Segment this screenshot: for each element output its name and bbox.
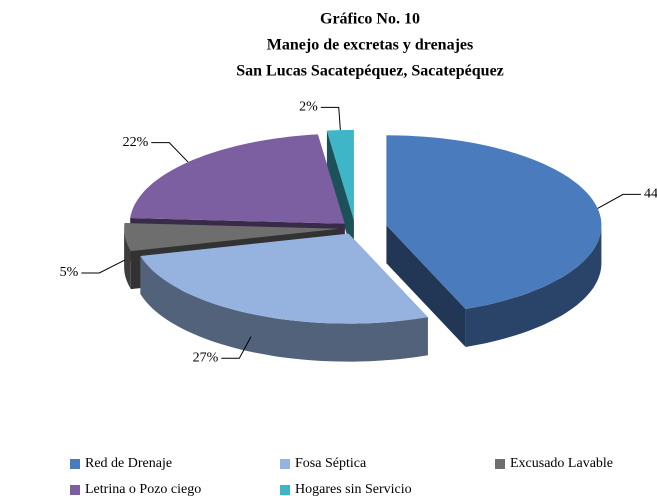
pie: 44% 27% 5% 22% 2% [60, 100, 657, 366]
legend-label: Fosa Séptica [295, 456, 367, 471]
slice-top [326, 129, 354, 220]
data-label: 44% [644, 187, 657, 202]
legend-swatch [70, 485, 80, 495]
slice-top [140, 233, 428, 324]
slice [326, 129, 354, 258]
chart-subtitle: Manejo de excretas y drenajes [267, 37, 473, 54]
leader-line [597, 193, 641, 209]
data-label: 5% [60, 265, 79, 280]
slice-side [124, 228, 131, 290]
data-label: 22% [123, 135, 149, 150]
legend-swatch [280, 485, 290, 495]
leader-line [151, 142, 189, 163]
slice-wall [386, 225, 466, 347]
slice-wall [326, 130, 354, 258]
leader-line [221, 336, 252, 359]
legend-label: Excusado Lavable [510, 456, 613, 471]
legend-swatch [70, 459, 80, 469]
legend-swatch [495, 459, 505, 469]
leader-line [320, 106, 341, 131]
slice [140, 233, 428, 362]
data-label: 27% [193, 350, 219, 365]
legend-swatch [280, 459, 290, 469]
chart-subtitle: San Lucas Sacatepéquez, Sacatepéquez [236, 63, 504, 80]
slice-top [124, 223, 340, 252]
slice-top [386, 135, 602, 309]
legend-label: Red de Drenaje [85, 456, 172, 471]
slice-side [140, 256, 428, 362]
legend-label: Hogares sin Servicio [295, 482, 412, 496]
legend: Red de Drenaje Fosa Séptica Excusado Lavab… [70, 456, 613, 496]
slice [386, 135, 602, 347]
legend-label: Letrina o Pozo ciego [85, 482, 201, 496]
slice-side [465, 225, 602, 347]
slice-top [130, 134, 345, 224]
data-label: 2% [299, 100, 318, 115]
leader-line [81, 259, 126, 274]
chart-title: Gráfico No. 10 [320, 11, 420, 28]
